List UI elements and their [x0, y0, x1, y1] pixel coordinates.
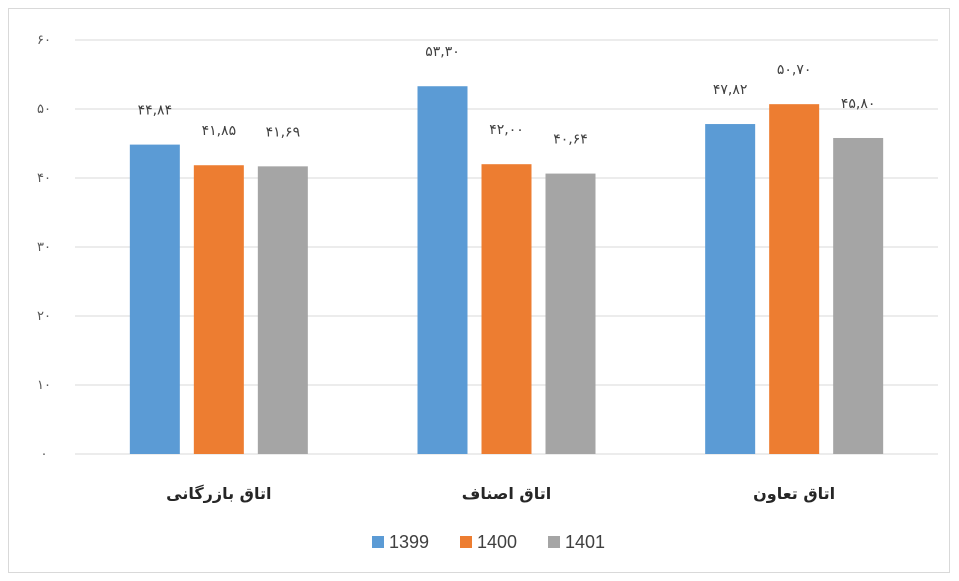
legend-label: 1399 — [389, 532, 429, 552]
data-label: ۴۷,۸۲ — [713, 82, 748, 98]
bar-1400 — [769, 104, 820, 455]
data-label: ۵۳,۳۰ — [425, 44, 460, 60]
legend-label: 1401 — [565, 532, 605, 552]
y-tick-label: ۵۰ — [37, 102, 51, 117]
y-tick-label: ۱۰ — [37, 378, 51, 393]
bar-1400 — [481, 164, 532, 454]
data-label: ۴۱,۶۹ — [266, 124, 301, 140]
data-label: ۴۱,۸۵ — [202, 123, 237, 139]
legend-swatch-1400 — [460, 536, 472, 548]
y-tick-label: ۲۰ — [37, 309, 51, 324]
bar-1401 — [833, 137, 884, 455]
y-tick-label: ۴۰ — [37, 171, 51, 186]
category-label: اتاق اصناف — [462, 484, 551, 503]
legend-swatch-1399 — [372, 536, 384, 548]
data-label: ۴۵,۸۰ — [841, 96, 876, 112]
data-label: ۴۴,۸۴ — [138, 103, 173, 119]
y-tick-label: ۰ — [41, 447, 48, 462]
legend-label: 1400 — [477, 532, 517, 552]
data-label: ۴۰,۶۴ — [553, 132, 588, 148]
category-label: اتاق تعاون — [753, 484, 835, 503]
data-label: ۵۰,۷۰ — [777, 62, 812, 78]
legend-swatch-1401 — [548, 536, 560, 548]
y-tick-label: ۶۰ — [37, 33, 51, 48]
category-label: اتاق بازرگانی — [166, 484, 271, 503]
bar-1399 — [705, 124, 756, 455]
y-tick-label: ۳۰ — [37, 240, 51, 255]
bar-1399 — [417, 86, 468, 454]
bar-1401 — [257, 166, 308, 455]
bar-1401 — [545, 173, 596, 455]
data-label: ۴۲,۰۰ — [489, 122, 524, 138]
bar-1399 — [129, 144, 180, 454]
bar-1400 — [193, 165, 244, 455]
